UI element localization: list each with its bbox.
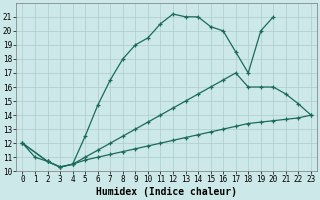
X-axis label: Humidex (Indice chaleur): Humidex (Indice chaleur) [96, 187, 237, 197]
